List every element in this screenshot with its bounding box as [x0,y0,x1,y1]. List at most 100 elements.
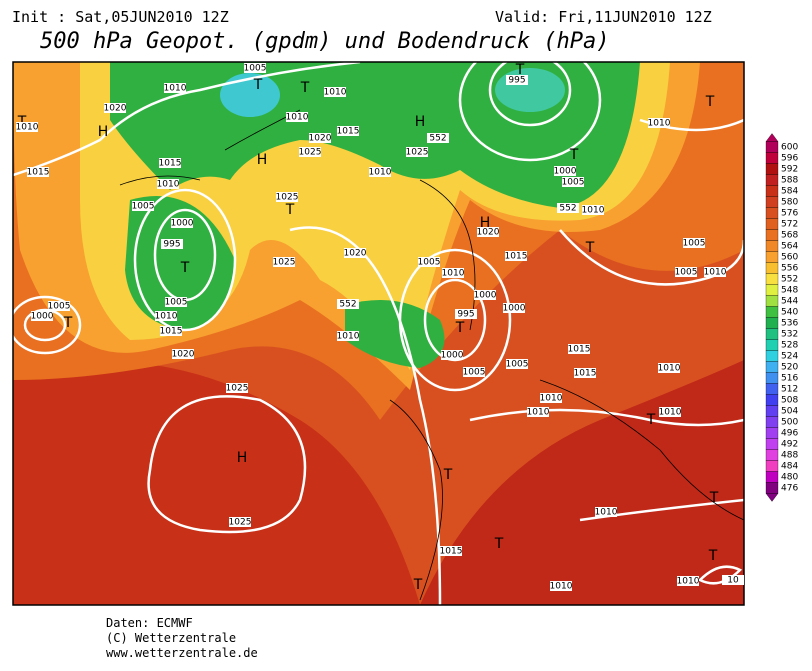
isobar-label: 995 [457,310,474,320]
colorbar-swatch [765,284,779,296]
colorbar-label: 508 [781,396,798,406]
isobar-label: 995 [508,76,525,86]
isobar-label-bg [159,158,181,168]
colorbar-label: 516 [781,374,798,384]
isobar-label: 1000 [503,304,526,314]
isobar-label-bg [406,147,428,157]
isobar-label: 1015 [27,168,50,178]
colorbar-label: 476 [781,484,798,494]
isobar-label: 1000 [171,219,194,229]
isobar-label-bg [505,251,527,261]
colorbar-swatch [765,218,779,230]
colorbar-label: 564 [781,242,798,252]
isobar-label-bg [554,166,576,176]
colorbar-label: 480 [781,473,798,483]
pressure-center: T [413,577,423,593]
colorbar-swatch [765,482,779,494]
colorbar-label: 592 [781,165,798,175]
isobar-label: 1010 [648,119,671,129]
map-field [13,62,744,605]
isobar-label: 552 [429,134,446,144]
colorbar-swatch [765,328,779,340]
isobar-label: 1010 [704,268,727,278]
colorbar-swatch [765,262,779,274]
isobar-label: 552 [339,300,356,310]
map-title: 500 hPa Geopot. (gpdm) und Bodendruck (h… [40,29,610,54]
isobar-label-bg [299,147,321,157]
pressure-center: T [285,202,295,218]
pressure-center: T [455,320,465,336]
isobar-label: 1005 [463,368,486,378]
colorbar-swatch [765,383,779,395]
isobar-label-bg [562,177,584,187]
colorbar-label: 520 [781,363,798,373]
isobar-label: 1010 [659,408,682,418]
isobar-label: 10 [727,576,739,586]
colorbar-swatch [765,174,779,186]
isobar-label: 1010 [337,332,360,342]
colorbar-swatch [765,141,779,153]
isobar-label-bg [574,368,596,378]
colorbar-label: 492 [781,440,798,450]
isobar-label-bg [160,326,182,336]
colorbar-swatch [765,152,779,164]
isobar-label: 1025 [273,258,296,268]
isobar-label: 1010 [527,408,550,418]
pressure-center: H [257,152,268,168]
colorbar-swatch [765,317,779,329]
footer-line: Daten: ECMWF [106,616,193,630]
pressure-center: H [98,124,109,140]
colorbar-label: 504 [781,407,798,417]
colorbar-label: 572 [781,220,798,230]
isobar-label: 1010 [155,312,178,322]
pressure-center: T [63,315,73,331]
isobar-label: 1005 [418,258,441,268]
isobar-label-bg [442,268,464,278]
isobar-label: 552 [559,204,576,214]
isobar-label-bg [658,363,680,373]
isobar-label: 1010 [157,180,180,190]
isobar-label-bg [157,179,179,189]
colorbar-label: 548 [781,286,798,296]
isobar-label-bg [344,248,366,258]
pressure-center: T [585,240,595,256]
pressure-center: T [300,80,310,96]
colorbar-swatch [765,361,779,373]
colorbar-swatch [765,471,779,483]
colorbar-label: 536 [781,319,798,329]
isobar-label-bg [48,301,70,311]
isobar-label: 1010 [540,394,563,404]
isobar-label: 1010 [164,84,187,94]
isobar-label-bg [568,344,590,354]
colorbar-swatch [765,339,779,351]
colorbar-label: 528 [781,341,798,351]
colorbar-swatch [765,295,779,307]
isobar-label: 1005 [683,239,706,249]
isobar-label: 1015 [159,159,182,169]
colorbar-label: 560 [781,253,798,263]
isobar-label: 1015 [440,547,463,557]
pressure-center: T [494,536,504,552]
isobar-label: 1010 [658,364,681,374]
isobar-label: 1020 [477,228,500,238]
isobar-label-bg [474,290,496,300]
isobar-label-bg [276,192,298,202]
isobar-label-bg [27,167,49,177]
isobar-label: 1015 [505,252,528,262]
colorbar-label: 500 [781,418,798,428]
pressure-center: T [253,77,263,93]
isobar-label-bg [582,205,604,215]
colorbar-swatch [765,185,779,197]
colorbar-swatch [765,251,779,263]
colorbar-label: 512 [781,385,798,395]
colorbar-label: 524 [781,352,798,362]
colorbar-label: 588 [781,176,798,186]
pressure-center: T [515,62,525,78]
isobar-label: 1020 [172,350,195,360]
isobar-label-bg [161,239,183,249]
isobar-label-bg [309,133,331,143]
isobar-label: 1020 [344,249,367,259]
colorbar-swatch [765,240,779,252]
colorbar-label: 532 [781,330,798,340]
colorbar-label: 576 [781,209,798,219]
